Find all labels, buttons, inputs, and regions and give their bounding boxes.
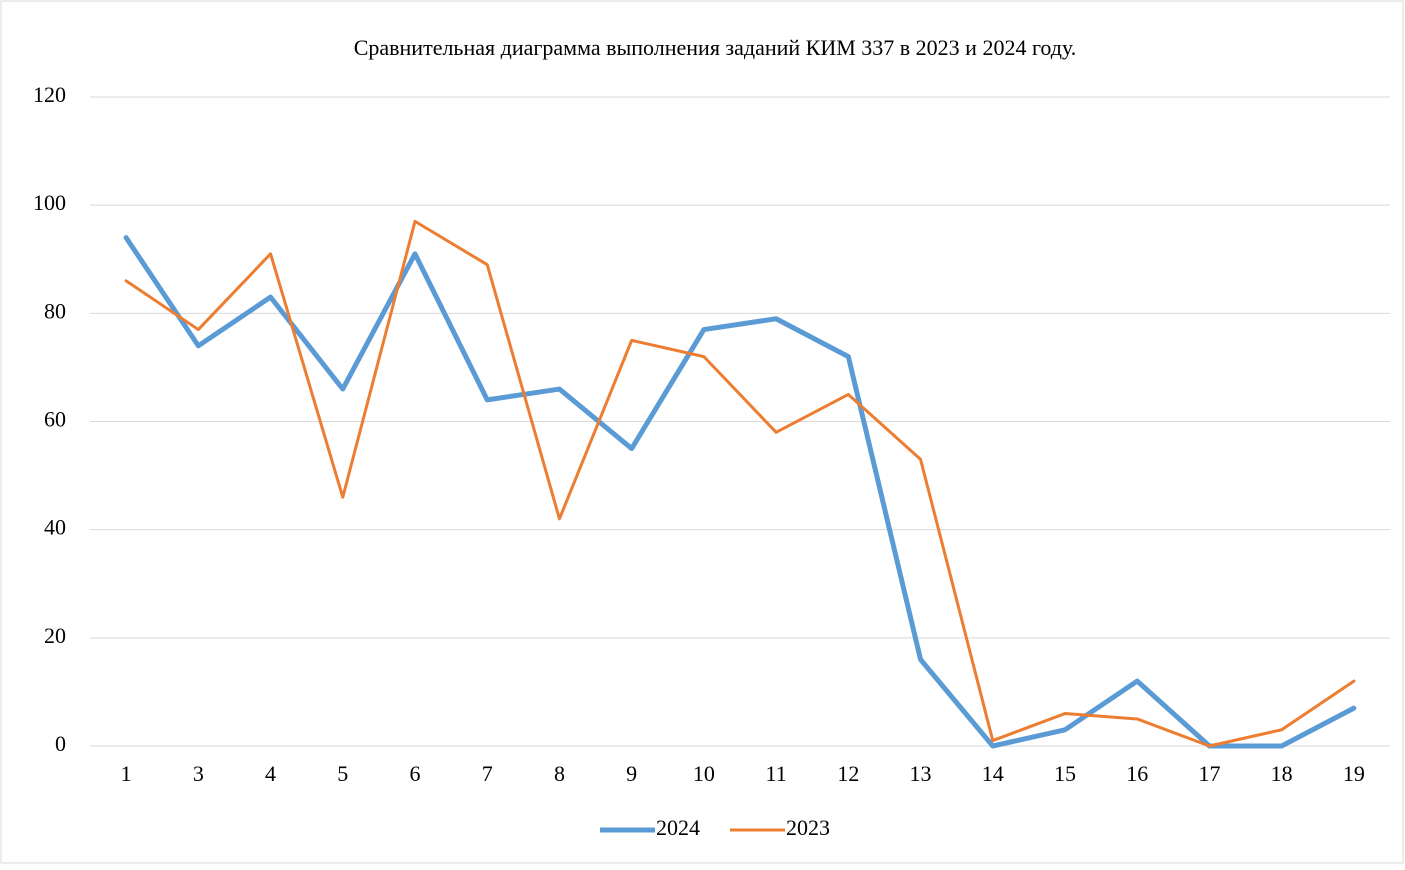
y-tick-label: 120 <box>33 82 66 107</box>
x-tick-label: 16 <box>1126 761 1148 786</box>
x-tick-label: 15 <box>1054 761 1076 786</box>
x-tick-label: 18 <box>1271 761 1293 786</box>
x-tick-label: 10 <box>693 761 715 786</box>
x-tick-label: 7 <box>482 761 493 786</box>
x-tick-label: 1 <box>121 761 132 786</box>
x-tick-label: 11 <box>766 761 787 786</box>
x-tick-label: 13 <box>910 761 932 786</box>
series-line <box>124 219 1356 748</box>
x-tick-label: 12 <box>837 761 859 786</box>
y-tick-label: 60 <box>44 407 66 432</box>
x-tick-label: 3 <box>193 761 204 786</box>
legend-label: 2024 <box>656 815 700 840</box>
x-tick-label: 9 <box>626 761 637 786</box>
legend-label: 2023 <box>786 815 830 840</box>
series-line <box>123 235 1357 749</box>
y-tick-label: 80 <box>44 298 66 323</box>
x-tick-label: 17 <box>1198 761 1220 786</box>
y-tick-label: 20 <box>44 623 66 648</box>
x-tick-label: 14 <box>982 761 1004 786</box>
y-tick-label: 100 <box>33 190 66 215</box>
y-tick-label: 40 <box>44 515 66 540</box>
chart-title: Сравнительная диаграмма выполнения задан… <box>354 35 1077 60</box>
x-tick-label: 6 <box>410 761 421 786</box>
x-tick-label: 4 <box>265 761 276 786</box>
x-tick-label: 19 <box>1343 761 1365 786</box>
y-tick-label: 0 <box>55 731 66 756</box>
x-tick-label: 8 <box>554 761 565 786</box>
x-tick-label: 5 <box>337 761 348 786</box>
